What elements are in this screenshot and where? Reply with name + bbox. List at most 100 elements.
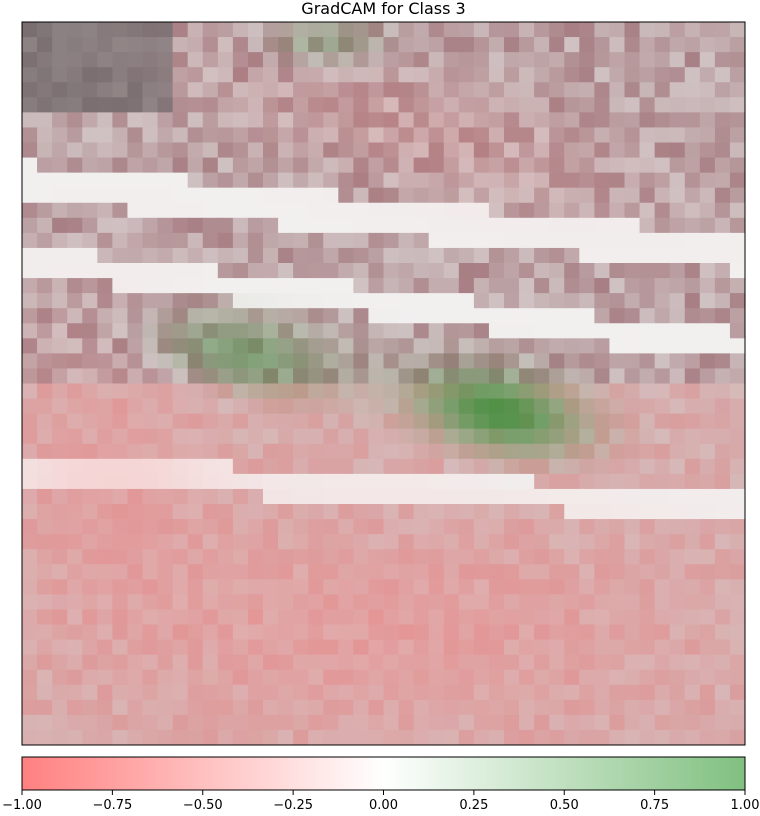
heatmap-cell bbox=[428, 22, 445, 38]
heatmap-cell bbox=[202, 413, 219, 430]
heatmap-cell bbox=[488, 473, 505, 490]
heatmap-cell bbox=[247, 609, 264, 626]
heatmap-cell bbox=[413, 67, 430, 83]
heatmap-cell bbox=[488, 714, 505, 731]
heatmap-cell bbox=[609, 504, 626, 520]
heatmap-cell bbox=[112, 112, 129, 129]
heatmap-cell bbox=[473, 609, 490, 626]
heatmap-cell bbox=[488, 308, 505, 324]
heatmap-cell bbox=[172, 142, 189, 159]
heatmap-cell bbox=[142, 142, 159, 159]
heatmap-cell bbox=[232, 338, 249, 354]
heatmap-cell bbox=[383, 157, 400, 174]
heatmap-cell bbox=[549, 729, 565, 745]
heatmap-cell bbox=[112, 247, 129, 264]
heatmap-cell bbox=[639, 639, 656, 656]
heatmap-cell bbox=[428, 428, 445, 445]
heatmap-cell bbox=[278, 684, 294, 701]
heatmap-cell bbox=[112, 428, 129, 445]
heatmap-cell bbox=[579, 624, 595, 641]
heatmap-cell bbox=[278, 549, 294, 565]
heatmap-cell bbox=[398, 67, 415, 83]
heatmap-cell bbox=[338, 22, 354, 38]
heatmap-cell bbox=[669, 383, 686, 400]
heatmap-cell bbox=[157, 247, 174, 264]
heatmap-cell bbox=[22, 473, 38, 490]
heatmap-cell bbox=[263, 398, 279, 415]
heatmap-cell bbox=[127, 458, 144, 475]
heatmap-cell bbox=[458, 52, 475, 68]
heatmap-cell bbox=[67, 383, 83, 400]
heatmap-cell bbox=[172, 594, 189, 611]
heatmap-cell bbox=[714, 353, 731, 370]
heatmap-cell bbox=[534, 22, 550, 38]
heatmap-cell bbox=[232, 37, 249, 53]
heatmap-cell bbox=[323, 97, 339, 113]
heatmap-cell bbox=[247, 247, 264, 264]
heatmap-cell bbox=[278, 579, 294, 595]
heatmap-cell bbox=[368, 112, 385, 129]
heatmap-cell bbox=[714, 684, 731, 701]
heatmap-cell bbox=[443, 293, 460, 309]
heatmap-cell bbox=[714, 624, 731, 641]
heatmap-cell bbox=[67, 353, 83, 370]
heatmap-cell bbox=[247, 263, 264, 279]
heatmap-cell bbox=[353, 413, 370, 430]
heatmap-cell bbox=[368, 488, 385, 505]
heatmap-cell bbox=[172, 112, 189, 129]
heatmap-cell bbox=[699, 383, 716, 400]
heatmap-cell bbox=[353, 534, 370, 550]
heatmap-cell bbox=[549, 624, 565, 641]
heatmap-cell bbox=[353, 594, 370, 611]
heatmap-cell bbox=[368, 564, 385, 580]
heatmap-cell bbox=[217, 714, 234, 731]
heatmap-cell bbox=[654, 443, 671, 460]
heatmap-cell bbox=[172, 669, 189, 686]
heatmap-cell bbox=[293, 413, 309, 430]
heatmap-cell bbox=[22, 413, 38, 430]
heatmap-cell bbox=[549, 82, 565, 98]
heatmap-cell bbox=[534, 443, 550, 460]
heatmap-cell bbox=[654, 293, 671, 309]
heatmap-cell bbox=[594, 172, 611, 189]
heatmap-cell bbox=[579, 97, 595, 113]
heatmap-cell bbox=[172, 308, 189, 324]
heatmap-cell bbox=[639, 217, 656, 234]
heatmap-cell bbox=[519, 67, 535, 83]
heatmap-cell bbox=[488, 699, 505, 716]
heatmap-cell bbox=[594, 52, 611, 68]
heatmap-cell bbox=[473, 127, 490, 144]
heatmap-cell bbox=[383, 639, 400, 656]
heatmap-cell bbox=[82, 488, 98, 505]
heatmap-cell bbox=[564, 157, 580, 174]
heatmap-cell bbox=[729, 52, 745, 68]
heatmap-cell bbox=[534, 669, 550, 686]
heatmap-cell bbox=[157, 22, 174, 38]
heatmap-cell bbox=[699, 458, 716, 475]
heatmap-cell bbox=[52, 172, 68, 189]
heatmap-cell bbox=[549, 488, 565, 505]
heatmap-cell bbox=[232, 308, 249, 324]
heatmap-cell bbox=[202, 308, 219, 324]
heatmap-cell bbox=[549, 383, 565, 400]
heatmap-cell bbox=[639, 398, 656, 415]
heatmap-cell bbox=[564, 368, 580, 385]
heatmap-cell bbox=[654, 278, 671, 294]
heatmap-cell bbox=[187, 202, 204, 219]
heatmap-cell bbox=[428, 699, 445, 716]
heatmap-cell bbox=[428, 52, 445, 68]
heatmap-cell bbox=[488, 202, 505, 219]
heatmap-cell bbox=[564, 549, 580, 565]
heatmap-cell bbox=[157, 232, 174, 249]
heatmap-cell bbox=[488, 729, 505, 745]
heatmap-cell bbox=[293, 534, 309, 550]
heatmap-cell bbox=[187, 609, 204, 626]
heatmap-cell bbox=[67, 278, 83, 294]
heatmap-cell bbox=[22, 624, 38, 641]
heatmap-cell bbox=[443, 368, 460, 385]
heatmap-cell bbox=[187, 488, 204, 505]
heatmap-cell bbox=[52, 217, 68, 234]
heatmap-cell bbox=[579, 534, 595, 550]
heatmap-cell bbox=[398, 217, 415, 234]
heatmap-cell bbox=[534, 97, 550, 113]
